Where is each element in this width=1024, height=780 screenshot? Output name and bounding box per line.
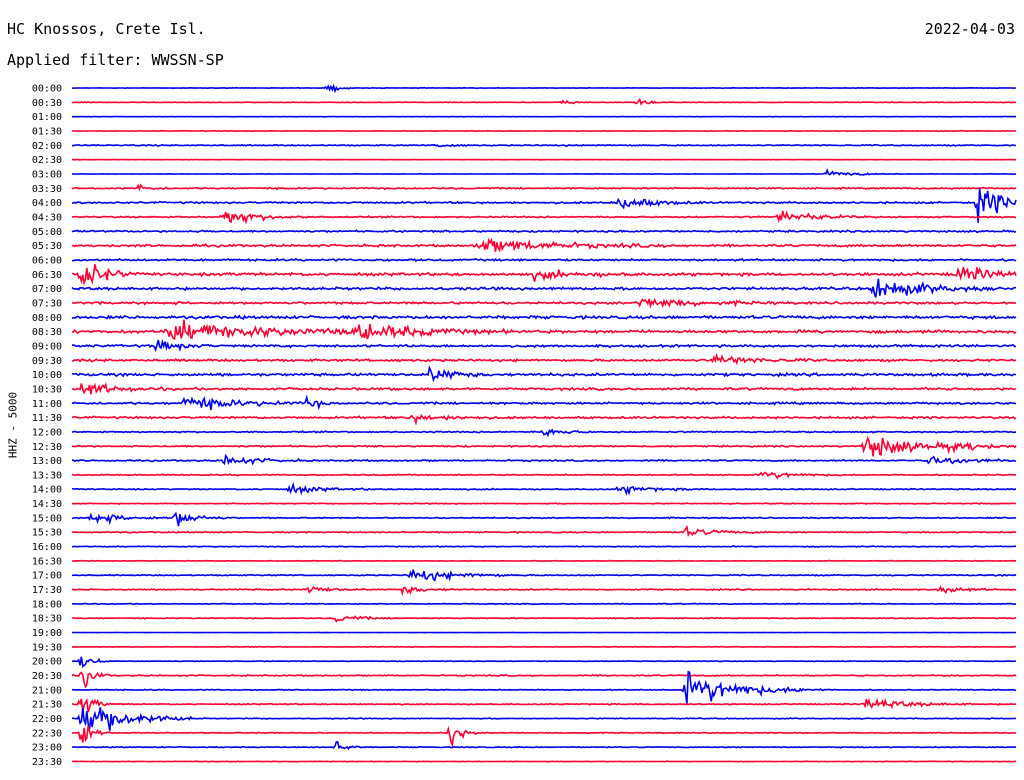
- row-time-label: 04:30: [32, 212, 62, 223]
- trace-line-0500: [71, 229, 1017, 234]
- trace-line-0000: [71, 83, 1016, 94]
- row-time-label: 19:30: [32, 642, 62, 653]
- row-time-label: 17:00: [32, 571, 62, 582]
- trace-line-1130: [71, 413, 1017, 426]
- row-time-label: 21:30: [32, 700, 62, 711]
- trace-line-1800: [71, 602, 1017, 606]
- row-time-label: 08:30: [32, 327, 62, 338]
- trace-line-0530: [72, 237, 1017, 253]
- row-time-label: 05:00: [32, 227, 62, 238]
- row-time-label: 13:00: [32, 456, 62, 467]
- trace-line-0300: [71, 168, 1017, 176]
- trace-line-0800: [71, 314, 1017, 321]
- row-label-group: 00:00 00:30 01:00 01:30 02:00 02:30 03:00 03:30…: [32, 84, 62, 769]
- trace-line-1930: [71, 645, 1017, 649]
- trace-line-1300: [71, 453, 1017, 466]
- row-time-label: 14:30: [32, 499, 62, 510]
- trace-line-0400: [71, 188, 1017, 223]
- trace-line-1830: [71, 615, 1017, 623]
- row-time-label: 20:00: [32, 657, 62, 668]
- trace-line-1000: [71, 365, 1016, 383]
- row-time-label: 01:30: [32, 126, 62, 137]
- trace-line-0200: [71, 143, 1017, 148]
- row-time-label: 13:30: [32, 470, 62, 481]
- row-time-label: 15:00: [32, 513, 62, 524]
- trace-group: [71, 83, 1017, 763]
- row-time-label: 09:30: [32, 356, 62, 367]
- trace-line-2230: [72, 725, 1017, 748]
- trace-line-1400: [71, 481, 1016, 496]
- row-time-label: 16:00: [32, 542, 62, 553]
- filter-subtitle: Applied filter: WWSSN-SP: [7, 51, 224, 69]
- trace-line-2130: [71, 697, 1017, 713]
- trace-line-2000: [71, 656, 1017, 668]
- trace-line-2330: [71, 760, 1017, 763]
- row-time-label: 23:30: [32, 757, 62, 768]
- trace-line-0600: [71, 257, 1017, 263]
- trace-line-2100: [71, 670, 1017, 705]
- trace-line-0430: [71, 210, 1017, 225]
- trace-line-2300: [71, 741, 1017, 751]
- trace-line-0330: [71, 183, 1017, 192]
- row-time-label: 20:30: [32, 671, 62, 682]
- row-time-label: 06:00: [32, 255, 62, 266]
- row-time-label: 15:30: [32, 528, 62, 539]
- row-time-label: 07:00: [32, 284, 62, 295]
- row-time-label: 10:30: [32, 384, 62, 395]
- row-time-label: 03:30: [32, 184, 62, 195]
- row-time-label: 08:00: [32, 313, 62, 324]
- trace-line-0730: [71, 297, 1017, 309]
- station-title: HC Knossos, Crete Isl.: [7, 20, 206, 38]
- row-time-label: 00:30: [32, 98, 62, 109]
- row-time-label: 16:30: [32, 556, 62, 567]
- row-time-label: 00:00: [32, 84, 62, 95]
- trace-line-1100: [71, 394, 1017, 411]
- trace-line-1730: [71, 585, 1017, 596]
- trace-line-0900: [71, 338, 1016, 352]
- row-time-label: 19:00: [32, 628, 62, 639]
- row-time-label: 10:00: [32, 370, 62, 381]
- trace-line-1030: [71, 382, 1017, 395]
- trace-line-1330: [71, 471, 1017, 480]
- trace-line-1430: [72, 502, 1017, 505]
- row-time-label: 09:00: [32, 341, 62, 352]
- row-time-label: 12:00: [32, 427, 62, 438]
- row-time-label: 01:00: [32, 112, 62, 123]
- trace-line-0130: [71, 129, 1017, 133]
- row-time-label: 18:30: [32, 614, 62, 625]
- row-time-label: 22:30: [32, 728, 62, 739]
- trace-line-2030: [71, 671, 1017, 689]
- row-time-label: 07:30: [32, 298, 62, 309]
- row-time-label: 14:00: [32, 485, 62, 496]
- row-time-label: 11:00: [32, 399, 62, 410]
- row-time-label: 22:00: [32, 714, 62, 725]
- row-time-label: 06:30: [32, 270, 62, 281]
- row-time-label: 18:00: [32, 599, 62, 610]
- row-time-label: 21:00: [32, 685, 62, 696]
- row-time-label: 23:00: [32, 743, 62, 754]
- row-time-label: 05:30: [32, 241, 62, 252]
- date-label: 2022-04-03: [924, 20, 1015, 38]
- row-time-label: 17:30: [32, 585, 62, 596]
- trace-line-1530: [71, 525, 1017, 538]
- trace-line-0030: [72, 97, 1017, 106]
- row-time-label: 04:00: [32, 198, 62, 209]
- trace-line-1630: [71, 559, 1016, 563]
- trace-line-1700: [72, 569, 1017, 582]
- row-time-label: 02:00: [32, 141, 62, 152]
- trace-line-0700: [71, 278, 1017, 298]
- trace-line-1500: [71, 511, 1017, 527]
- row-time-label: 11:30: [32, 413, 62, 424]
- trace-line-0930: [72, 352, 1017, 366]
- trace-line-2200: [72, 707, 1016, 731]
- trace-line-0830: [71, 319, 1017, 341]
- trace-line-1200: [71, 428, 1017, 438]
- trace-line-1230: [71, 435, 1017, 457]
- trace-line-0630: [71, 264, 1017, 286]
- row-time-label: 03:00: [32, 169, 62, 180]
- row-time-label: 02:30: [32, 155, 62, 166]
- row-time-label: 12:30: [32, 442, 62, 453]
- trace-line-1600: [71, 545, 1017, 548]
